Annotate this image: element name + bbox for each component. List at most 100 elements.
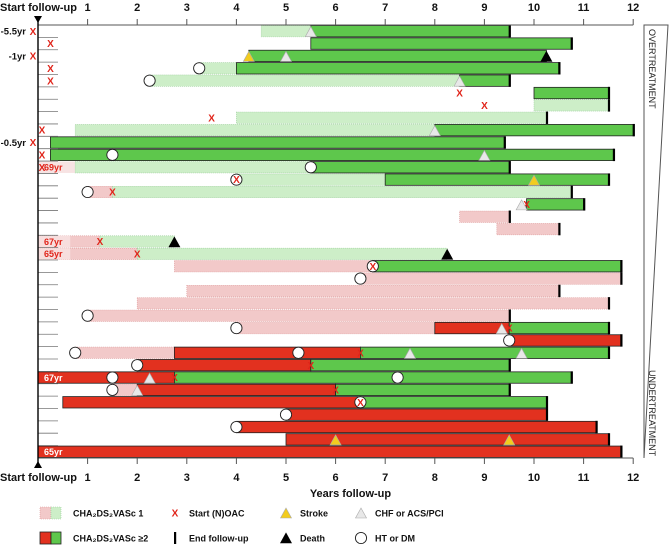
- end-followup-marker: [607, 297, 611, 310]
- ht-dm-circle-icon: [131, 359, 144, 372]
- death-triangle-icon: [540, 50, 553, 62]
- green-segment: [50, 136, 505, 149]
- legend-item-score2: CHA₂DS₂VASc ≥2: [39, 531, 148, 545]
- ht-dm-circle-icon: [230, 173, 243, 186]
- green-segment: [235, 62, 560, 75]
- start-oac-x-icon: X: [456, 89, 463, 100]
- lgreen-segment: [533, 99, 609, 112]
- treatment-wedge: [643, 24, 669, 459]
- end-followup-marker: [508, 383, 511, 397]
- x-axis-title: Years follow-up: [310, 488, 392, 500]
- green-segment: [310, 37, 572, 50]
- bottom-tick-label: 11: [578, 472, 590, 484]
- patient-row: [354, 272, 623, 285]
- red-swatch: [39, 531, 52, 545]
- ht-dm-circle-icon: [106, 148, 119, 161]
- green-segment: [459, 74, 510, 87]
- top-tick-label: 12: [627, 2, 639, 14]
- patient-row: [279, 408, 549, 421]
- pre-followup-oac-label: -5.5yr: [1, 27, 27, 38]
- green-segment: [359, 396, 547, 409]
- start-oac-x-icon: X: [47, 76, 54, 87]
- lgreen-segment: [149, 74, 460, 87]
- green-swatch: [50, 531, 62, 545]
- patient-row: X: [174, 260, 623, 273]
- start-oac-x-icon: X: [369, 262, 376, 273]
- ht-dm-circle-icon: [503, 334, 516, 347]
- ht-dm-circle-icon: [230, 322, 243, 335]
- patient-row: -0.5yr X: [1, 136, 506, 149]
- start-oac-x-icon: X: [481, 101, 488, 112]
- chf-acs-pci-triangle-icon: [428, 125, 441, 136]
- age-label-bg: [38, 248, 71, 260]
- bottom-tick-label: 8: [432, 472, 438, 484]
- patient-row: -5.5yr X: [1, 24, 511, 38]
- start-oac-x-icon: X: [39, 126, 46, 137]
- end-followup-marker: [620, 272, 623, 285]
- legend-item-stroke: Stroke: [279, 507, 328, 519]
- green-segment: [310, 25, 510, 38]
- patient-row: [230, 420, 598, 434]
- start-oac-x-icon: X: [172, 509, 179, 520]
- bottom-tick-label: 12: [627, 472, 639, 484]
- ht-dm-circle-icon: [81, 309, 94, 322]
- legend-label: CHA₂DS₂VASc 1: [73, 508, 143, 518]
- red-segment: [136, 383, 336, 397]
- ht-dm-circle-icon: [354, 396, 367, 409]
- end-followup-marker: [632, 123, 635, 137]
- end-followup-icon: [174, 532, 177, 544]
- patient-row: [136, 297, 611, 310]
- lgreen-segment: [236, 111, 547, 124]
- red-segment: [235, 420, 597, 434]
- start-oac-x-icon: X: [307, 361, 314, 372]
- patient-row: X: [47, 74, 511, 87]
- end-followup-marker: [545, 111, 549, 124]
- patient-row: X: [481, 99, 611, 112]
- chf-acs-pci-triangle-icon: [478, 149, 491, 161]
- end-followup-marker: [503, 136, 506, 149]
- stroke-triangle-icon: [279, 507, 293, 519]
- patient-row: X: [39, 123, 635, 137]
- chf-acs-pci-triangle-icon: [495, 322, 508, 334]
- end-followup-marker: [620, 445, 623, 458]
- start-oac-x-icon: X: [39, 150, 46, 161]
- arrow-down-icon: [34, 16, 42, 23]
- patient-row: X: [208, 111, 549, 124]
- pinklight-segment: [38, 161, 76, 173]
- age-label-bg: [38, 235, 71, 248]
- green-segment: [310, 161, 510, 174]
- ht-dm-circle-icon: [143, 74, 156, 87]
- pre-followup-oac-label: -1yr: [9, 51, 27, 62]
- patient-row: X: [69, 346, 611, 359]
- patient-row: 67yr X: [37, 371, 573, 384]
- legend-label: Stroke: [300, 508, 328, 518]
- start-followup-top-label: Start follow-up: [0, 2, 77, 14]
- death-triangle-icon: [168, 236, 181, 248]
- end-followup-marker: [612, 148, 616, 162]
- lgreen-segment: [74, 161, 312, 174]
- green-segment: [50, 148, 614, 161]
- stroke-triangle-icon: [329, 434, 342, 446]
- patient-row: X: [230, 173, 611, 186]
- chf-acs-pci-triangle-icon: [131, 384, 144, 396]
- ht-dm-circle-icon: [354, 531, 368, 545]
- bottom-tick-label: 5: [283, 472, 289, 484]
- bottom-tick-label: 9: [481, 472, 487, 484]
- start-oac-x-icon: X: [332, 386, 339, 397]
- pink-segment: [459, 210, 510, 223]
- ht-dm-circle-icon: [391, 371, 404, 384]
- ht-dm-circle-icon: [69, 346, 82, 359]
- age-label: 65yr: [44, 249, 63, 259]
- legend-label: CHA₂DS₂VASc ≥2: [73, 533, 148, 543]
- age-label: 67yr: [44, 237, 63, 247]
- lgreen-segment: [260, 25, 312, 38]
- start-oac-x-icon: X: [30, 138, 37, 149]
- top-tick-label: 7: [382, 2, 388, 14]
- end-followup-marker: [508, 74, 511, 87]
- start-oac-x-icon: X: [47, 39, 54, 50]
- top-tick-label: 1: [85, 2, 91, 14]
- legend-item-end: End follow-up: [174, 532, 249, 544]
- patient-row: [186, 284, 561, 298]
- lgreen-segment: [112, 185, 572, 198]
